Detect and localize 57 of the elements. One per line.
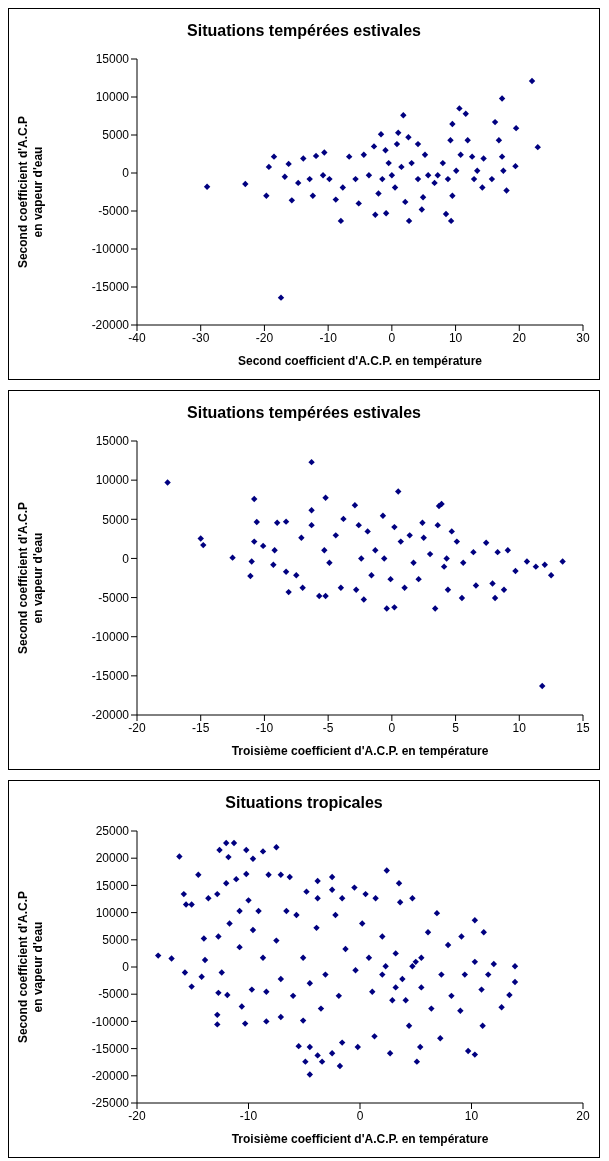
y-tick-label: -5000 [98, 987, 130, 1002]
x-tick-label: -10 [239, 1108, 258, 1123]
y-tick-label: -10000 [91, 242, 130, 257]
x-tick-label: 20 [512, 330, 527, 345]
y-tick-label: 25000 [95, 824, 130, 839]
x-tick-label: -20 [128, 1108, 146, 1123]
y-tick-label: 10000 [95, 905, 130, 920]
chart-title: Situations tropicales [224, 793, 384, 813]
y-tick-label: 0 [122, 960, 130, 975]
chart-title: Situations tempérées estivales [186, 403, 422, 423]
x-tick-label: 20 [576, 1108, 590, 1123]
x-tick-label: 10 [512, 720, 527, 735]
y-tick-label: -5000 [98, 204, 130, 219]
y-axis-title: Second coefficient d'A.C.P en vapeur d'eau [16, 115, 45, 269]
x-tick-label: 30 [576, 330, 590, 345]
y-tick-label: 5000 [102, 128, 130, 143]
x-tick-label: 10 [448, 330, 463, 345]
x-tick-label: -5 [322, 720, 334, 735]
y-tick-label: 0 [122, 551, 130, 566]
x-tick-label: 15 [576, 720, 590, 735]
y-tick-label: 15000 [95, 878, 130, 893]
y-tick-label: -20000 [91, 708, 130, 723]
y-tick-label: -15000 [91, 280, 130, 295]
y-axis-title: Second coefficient d'A.C.P en vapeur d'eau [16, 890, 45, 1044]
x-tick-label: -30 [192, 330, 210, 345]
x-tick-label: 10 [464, 1108, 479, 1123]
y-tick-label: -25000 [91, 1096, 130, 1111]
y-tick-label: 0 [122, 166, 130, 181]
x-tick-label: -15 [192, 720, 210, 735]
x-tick-label: 0 [388, 720, 396, 735]
y-tick-label: -10000 [91, 629, 130, 644]
y-tick-label: 20000 [95, 851, 130, 866]
y-tick-label: 5000 [102, 933, 130, 948]
y-axis-title: Second coefficient d'A.C.P en vapeur d'eau [16, 501, 45, 655]
y-tick-label: -15000 [91, 669, 130, 684]
x-axis-title: Troisième coefficient d'A.C.P. en température [231, 1132, 489, 1146]
x-tick-label: 5 [452, 720, 460, 735]
x-tick-label: -20 [128, 720, 146, 735]
y-tick-label: -5000 [98, 590, 130, 605]
y-tick-label: 10000 [95, 90, 130, 105]
x-tick-label: -10 [255, 720, 274, 735]
x-axis-title: Second coefficient d'A.C.P. en température [237, 354, 483, 368]
y-tick-label: -20000 [91, 1069, 130, 1084]
y-tick-label: -10000 [91, 1014, 130, 1029]
x-tick-label: 0 [388, 330, 396, 345]
y-tick-label: 5000 [102, 512, 130, 527]
x-tick-label: 0 [356, 1108, 364, 1123]
x-tick-label: -20 [255, 330, 274, 345]
y-tick-label: -15000 [91, 1041, 130, 1056]
x-tick-label: -10 [319, 330, 338, 345]
chart-title: Situations tempérées estivales [186, 21, 422, 41]
y-tick-label: -20000 [91, 318, 130, 333]
x-axis-title: Troisième coefficient d'A.C.P. en température [231, 744, 489, 758]
y-tick-label: 15000 [95, 434, 130, 449]
x-tick-label: -40 [128, 330, 146, 345]
y-tick-label: 15000 [95, 52, 130, 67]
y-tick-label: 10000 [95, 473, 130, 488]
